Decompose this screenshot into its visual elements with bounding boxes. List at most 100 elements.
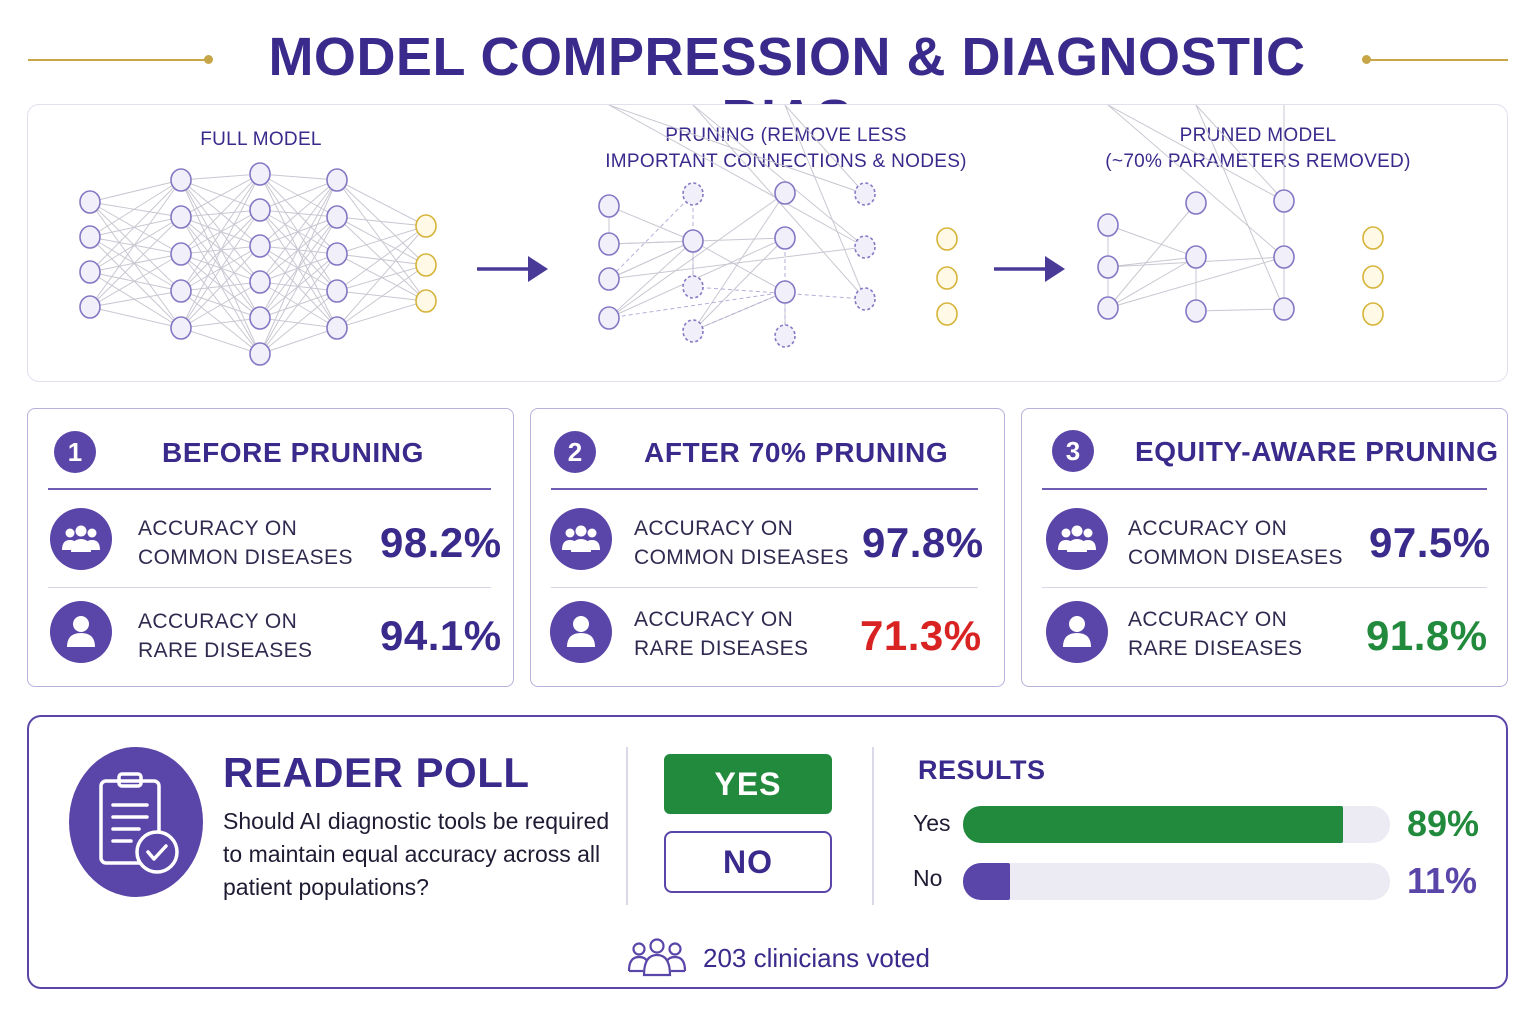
output-node (1362, 226, 1384, 250)
title-rule-left (28, 59, 206, 61)
metric-label-line: RARE DISEASES (1128, 637, 1303, 660)
network-node (170, 168, 192, 192)
card-title-rule (1042, 488, 1487, 490)
metric-label-line: ACCURACY ON (1128, 517, 1288, 540)
network-edge (180, 173, 261, 292)
network-edge (692, 192, 786, 332)
group-icon (1046, 508, 1108, 570)
network-edge (259, 179, 338, 247)
network-edge (259, 216, 338, 355)
card-title-rule (48, 488, 491, 490)
network-node (79, 295, 101, 319)
network-edge (336, 253, 427, 266)
metric-label-line: ACCURACY ON (634, 517, 794, 540)
output-node (1362, 302, 1384, 326)
network-edge (259, 179, 338, 211)
network-node (170, 205, 192, 229)
network-edge (336, 216, 427, 266)
network-node (249, 306, 271, 330)
result-bar-track-no (963, 863, 1390, 900)
metric-value-common: 97.5% (1369, 519, 1491, 566)
network-edge (89, 290, 182, 308)
stage-title-line: (~70% PARAMETERS REMOVED) (1105, 151, 1411, 172)
vote-no-button[interactable]: NO (664, 831, 832, 893)
network-edge (692, 237, 786, 332)
network-edge (608, 192, 786, 319)
network-node (1185, 299, 1207, 323)
network-node (1185, 191, 1207, 215)
result-bar-fill-no (963, 863, 1010, 900)
network-node (170, 316, 192, 340)
pruned-node (854, 235, 876, 259)
network-edge (336, 216, 427, 227)
network-edge (89, 253, 182, 308)
network-node (326, 316, 348, 340)
network-node (1273, 245, 1295, 269)
card-title-rule (551, 488, 978, 490)
step-number-badge: 1 (54, 431, 96, 473)
network-node (79, 225, 101, 249)
network-edge (336, 179, 427, 227)
person-icon (1046, 601, 1108, 663)
network-edge (180, 173, 261, 255)
network-edge (336, 264, 427, 329)
network-edge (336, 225, 427, 292)
step-number-badge: 2 (554, 431, 596, 473)
network-edge (180, 327, 261, 355)
output-node (936, 227, 958, 251)
network-node (682, 229, 704, 253)
network-edge (336, 179, 427, 266)
network-node (774, 280, 796, 304)
title-row: MODEL COMPRESSION & DIAGNOSTIC BIAS (0, 22, 1536, 149)
network-edge (180, 317, 261, 329)
network-node (1097, 296, 1119, 320)
network-edge (259, 327, 338, 355)
network-edge (89, 201, 182, 255)
network-edge (692, 240, 786, 293)
poll-divider (626, 747, 628, 905)
pruned-edge (692, 291, 786, 332)
metric-label-line: RARE DISEASES (634, 637, 809, 660)
result-bar-track-yes (963, 806, 1390, 843)
network-edge (89, 236, 182, 255)
output-node (415, 214, 437, 238)
network-edge (608, 240, 694, 280)
network-edge (608, 105, 866, 248)
title-rule-right (1368, 59, 1508, 61)
network-node (598, 306, 620, 330)
network-edge (89, 306, 182, 329)
network-edge (1107, 256, 1197, 309)
output-node (415, 289, 437, 313)
metric-label-common: ACCURACY ON COMMON DISEASES (1128, 514, 1343, 572)
network-edge (180, 281, 261, 329)
group-icon (50, 508, 112, 570)
metric-label-line: COMMON DISEASES (634, 546, 849, 569)
network-edge (336, 264, 427, 292)
stage-title-full-model: FULL MODEL (161, 127, 361, 153)
stage-title-line: IMPORTANT CONNECTIONS & NODES) (605, 151, 967, 172)
poll-question: Should AI diagnostic tools be required t… (223, 808, 610, 900)
vote-yes-button[interactable]: YES (664, 754, 832, 814)
metric-label-common: ACCURACY ON COMMON DISEASES (634, 514, 849, 572)
network-edge (1195, 105, 1285, 202)
network-edge (336, 300, 427, 329)
network-node (1097, 255, 1119, 279)
network-node (326, 205, 348, 229)
card-after-pruning: 2 AFTER 70% PRUNING ACCURACY ON COMMON D… (530, 408, 1005, 687)
title-dot-left (204, 55, 213, 64)
network-edge (1195, 308, 1285, 312)
pruned-node (854, 287, 876, 311)
voter-count-text: 203 clinicians voted (703, 943, 930, 973)
pruned-edge (608, 193, 694, 280)
pruned-node (682, 319, 704, 343)
person-icon (550, 601, 612, 663)
stage-title-line: FULL MODEL (200, 129, 322, 150)
metric-value-common: 97.8% (862, 519, 984, 566)
voter-count: 203 clinicians voted (625, 937, 930, 981)
clipboard-check-icon (69, 747, 203, 897)
network-edge (1107, 202, 1197, 309)
metric-label-rare: ACCURACY ON RARE DISEASES (634, 605, 808, 663)
network-edge (1107, 105, 1285, 202)
pruning-diagram-panel: FULL MODEL PRUNING (REMOVE LESS IMPORTAN… (27, 104, 1508, 382)
metric-label-line: ACCURACY ON (138, 610, 298, 633)
